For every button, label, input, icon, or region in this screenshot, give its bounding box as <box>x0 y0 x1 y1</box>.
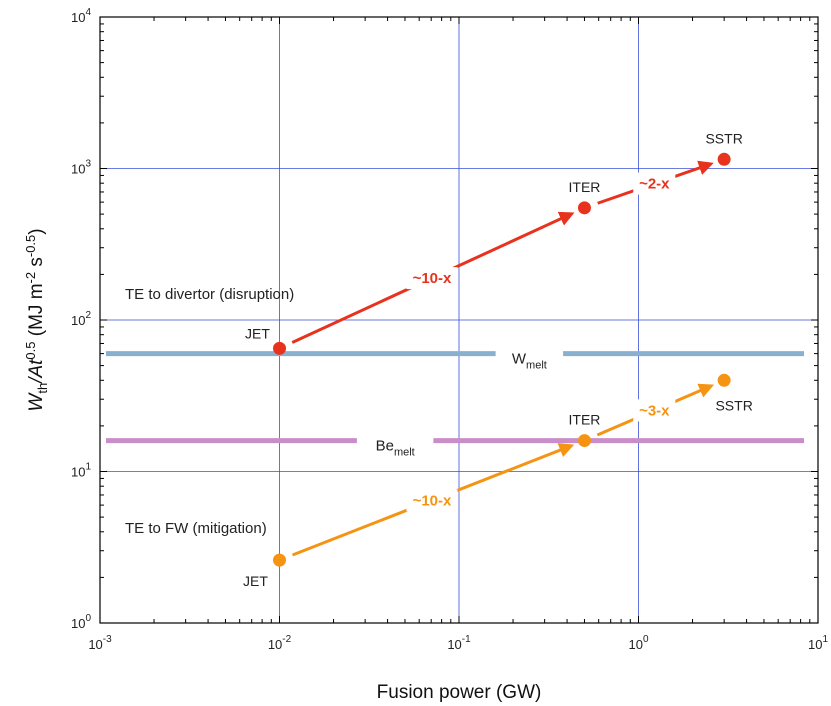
y-tick-label: 100 <box>71 613 91 631</box>
x-tick-exponent: 0 <box>643 634 649 645</box>
point-label: JET <box>245 325 270 341</box>
factor-label-bg <box>406 267 458 290</box>
x-tick-label: 100 <box>628 634 648 652</box>
y-title-units: s <box>26 257 47 272</box>
y-tick-label: 103 <box>71 159 91 177</box>
factor-label: ~10-x <box>413 270 452 287</box>
y-title-subscript: th <box>35 383 50 394</box>
threshold-label-subscript: melt <box>394 447 415 459</box>
x-tick-exponent: -1 <box>462 634 471 645</box>
factor-label: ~3-x <box>639 402 670 419</box>
x-tick-base: 10 <box>628 637 642 652</box>
x-axis-title: Fusion power (GW) <box>377 682 542 703</box>
x-tick-base: 10 <box>808 637 822 652</box>
y-title-symbol: W <box>26 392 47 412</box>
factor-label-bg <box>633 399 676 422</box>
y-title-area: /At <box>26 359 47 385</box>
point-label: SSTR <box>705 130 742 146</box>
threshold-label-base: W <box>512 351 527 368</box>
y-tick-base: 10 <box>71 616 85 631</box>
series-annotation: TE to divertor (disruption) <box>125 286 294 303</box>
threshold-label: Bemelt <box>376 438 415 459</box>
y-tick-base: 10 <box>71 162 85 177</box>
point-label: ITER <box>569 179 601 195</box>
point-label: ITER <box>569 412 601 428</box>
x-tick-exponent: 1 <box>822 634 828 645</box>
y-tick-exponent: 1 <box>85 462 91 473</box>
data-point <box>717 373 731 387</box>
y-title-units: (MJ m <box>26 283 47 341</box>
threshold-label-base: Be <box>376 438 394 455</box>
x-tick-base: 10 <box>447 637 461 652</box>
axis-layer: 10-3 10-2 10-1 100 101100101102103104Fusion … <box>23 7 828 703</box>
x-tick-label: 101 <box>808 634 828 652</box>
y-tick-base: 10 <box>71 465 85 480</box>
threshold-layer <box>106 351 804 444</box>
point-label: JET <box>243 573 268 589</box>
data-point <box>577 201 591 215</box>
factor-label-bg <box>633 172 676 195</box>
y-tick-base: 10 <box>71 10 85 25</box>
y-title-superscript: -0.5 <box>23 235 38 257</box>
series-layer <box>273 152 731 567</box>
data-point <box>717 152 731 166</box>
data-point <box>577 434 591 448</box>
y-tick-exponent: 4 <box>85 7 91 18</box>
x-tick-label: 10-2 <box>268 634 292 652</box>
threshold-label: Wmelt <box>512 351 547 372</box>
factor-label: ~10-x <box>413 492 452 509</box>
y-tick-label: 101 <box>71 462 91 480</box>
x-tick-label: 10-1 <box>447 634 471 652</box>
y-title-superscript: 0.5 <box>23 342 38 360</box>
x-tick-base: 10 <box>268 637 282 652</box>
y-tick-exponent: 0 <box>85 613 91 624</box>
y-tick-label: 102 <box>71 310 91 328</box>
y-tick-exponent: 3 <box>85 159 91 170</box>
y-title-units: ) <box>26 228 47 234</box>
y-tick-exponent: 2 <box>85 310 91 321</box>
x-tick-base: 10 <box>88 637 102 652</box>
point-label: SSTR <box>715 397 752 413</box>
y-tick-base: 10 <box>71 313 85 328</box>
y-tick-label: 104 <box>71 7 91 25</box>
x-tick-label: 10-3 <box>88 634 112 652</box>
y-title-superscript: -2 <box>23 272 38 284</box>
series-annotation: TE to FW (mitigation) <box>125 520 267 537</box>
x-tick-exponent: -2 <box>282 634 291 645</box>
factor-label: ~2-x <box>639 176 670 193</box>
data-point <box>273 553 286 567</box>
grid-layer <box>100 17 818 623</box>
threshold-label-subscript: melt <box>526 360 547 372</box>
factor-label-bg <box>406 489 458 512</box>
x-tick-exponent: -3 <box>103 634 112 645</box>
data-point <box>273 341 286 355</box>
y-axis-title: Wth/At0.5 (MJ m-2 s-0.5) <box>23 228 50 411</box>
